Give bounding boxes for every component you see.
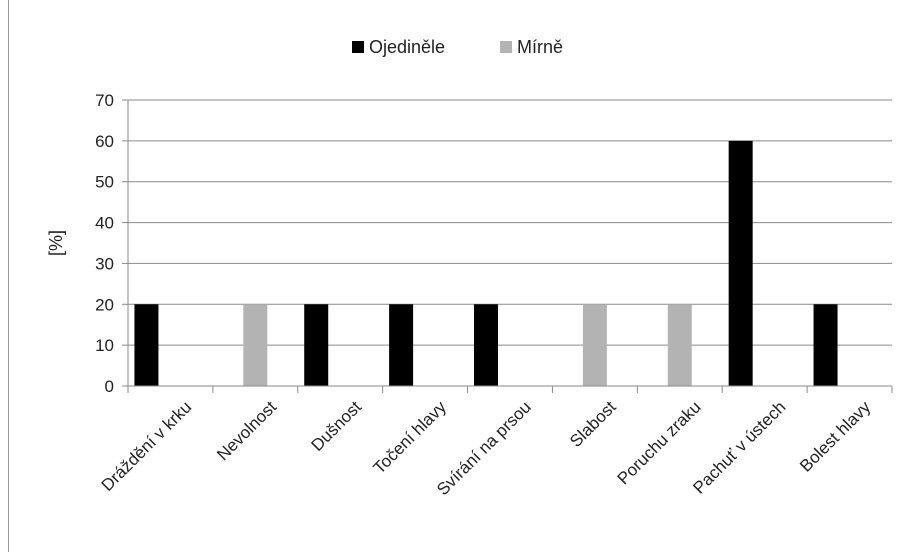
y-tick-label: 30 [95,254,114,273]
bars [134,140,838,386]
bar-ojedinele-4 [474,304,498,386]
y-tick-label: 10 [95,336,114,355]
y-tick-label: 50 [95,173,114,192]
legend-swatch-mirne [500,41,512,53]
x-tick-label: Dušnost [308,397,366,455]
left-border-line [8,0,9,552]
bar-ojedinele-8 [813,304,838,386]
legend-label-ojedinele: Ojediněle [369,37,445,57]
x-tick-label: Slabost [566,397,620,451]
bar-ojedinele-3 [389,304,414,386]
y-axis-title: [%] [46,230,66,256]
y-axis-ticks: 0 10 20 30 40 50 60 70 [95,91,128,396]
x-tick-label: Svírání na prsou [433,397,535,499]
legend: Ojediněle Mírně [352,37,563,57]
x-axis-ticks: Dráždění v krku Nevolnost Dušnost Točení hl… [98,386,893,499]
y-tick-label: 70 [95,91,114,110]
y-tick-label: 40 [95,214,114,233]
axes [127,100,892,387]
x-tick-label: Dráždění v krku [98,397,196,495]
x-tick-label: Pachuť v ústech [689,397,789,497]
legend-label-mirne: Mírně [517,37,563,57]
bar-mirne-1 [243,304,268,386]
bar-ojedinele-0 [134,304,159,386]
bar-ojedinele-7 [728,140,753,386]
x-tick-label: Poruchu zraku [614,397,705,488]
legend-swatch-ojedinele [352,41,364,53]
y-tick-label: 0 [105,377,114,396]
bar-mirne-5 [582,304,607,386]
y-tick-label: 60 [95,132,114,151]
x-tick-label: Nevolnost [213,397,280,464]
y-tick-label: 20 [95,295,114,314]
bar-mirne-6 [667,304,692,386]
x-tick-label: Točení hlavy [370,397,451,478]
bar-ojedinele-2 [304,304,329,386]
x-tick-label: Bolest hlavy [796,397,875,476]
grid [128,99,892,346]
